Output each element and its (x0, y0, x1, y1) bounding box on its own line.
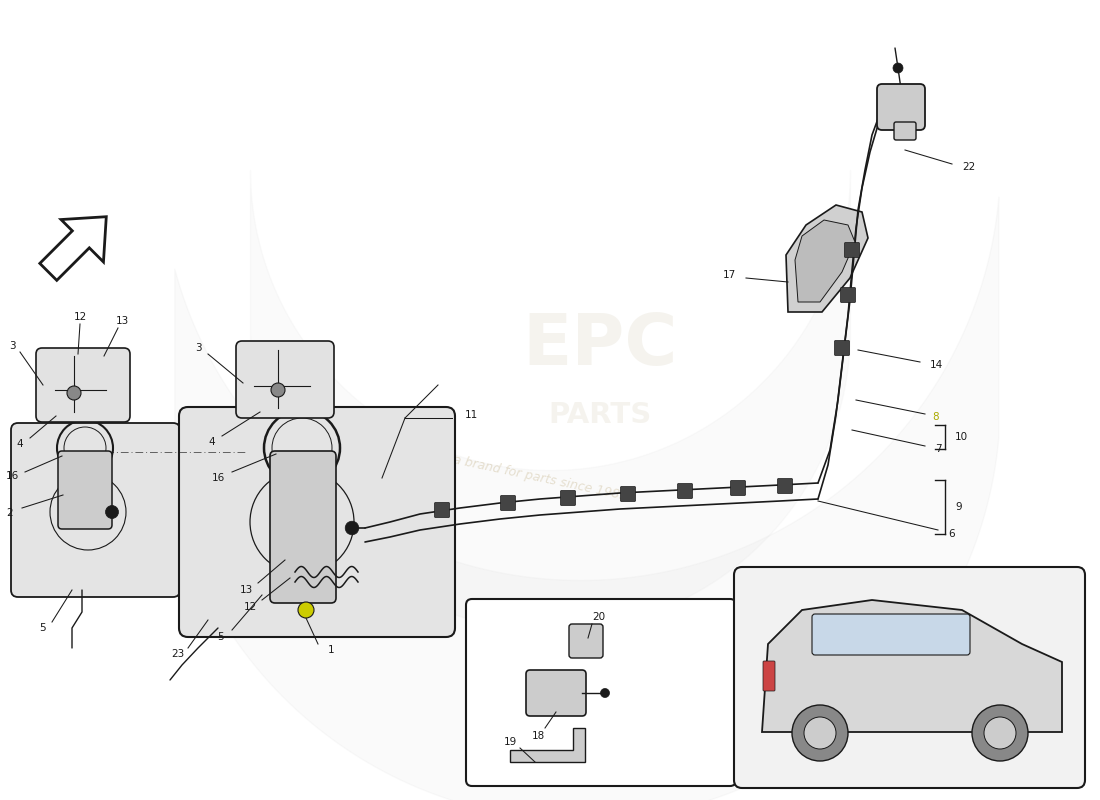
Text: 1: 1 (328, 645, 334, 655)
FancyBboxPatch shape (11, 423, 180, 597)
Text: 16: 16 (211, 473, 224, 483)
FancyBboxPatch shape (58, 451, 112, 529)
Text: 5: 5 (217, 632, 223, 642)
Text: 4: 4 (209, 437, 216, 447)
FancyBboxPatch shape (526, 670, 586, 716)
FancyBboxPatch shape (620, 486, 636, 502)
Circle shape (972, 705, 1028, 761)
FancyBboxPatch shape (778, 478, 792, 494)
Text: 11: 11 (465, 410, 478, 420)
Text: 3: 3 (195, 343, 201, 353)
Polygon shape (795, 220, 855, 302)
Text: 10: 10 (955, 432, 968, 442)
Text: 12: 12 (243, 602, 256, 612)
Text: 22: 22 (962, 162, 976, 172)
Text: a brand for parts since 1985: a brand for parts since 1985 (452, 453, 628, 503)
Text: 16: 16 (6, 471, 19, 481)
FancyBboxPatch shape (36, 348, 130, 422)
Text: PARTS: PARTS (549, 401, 651, 429)
Text: 5: 5 (39, 623, 45, 633)
Text: 14: 14 (930, 360, 944, 370)
Polygon shape (786, 205, 868, 312)
Circle shape (67, 386, 81, 400)
FancyBboxPatch shape (763, 661, 776, 691)
FancyBboxPatch shape (569, 624, 603, 658)
Text: 3: 3 (9, 341, 15, 351)
FancyBboxPatch shape (812, 614, 970, 655)
Text: 8: 8 (932, 412, 938, 422)
FancyBboxPatch shape (835, 341, 849, 355)
Text: 6: 6 (948, 529, 955, 539)
Text: 12: 12 (74, 312, 87, 322)
Polygon shape (40, 217, 107, 280)
Text: 17: 17 (723, 270, 736, 280)
FancyBboxPatch shape (236, 341, 334, 418)
Circle shape (893, 63, 903, 73)
FancyBboxPatch shape (561, 490, 575, 506)
FancyBboxPatch shape (466, 599, 736, 786)
Circle shape (298, 602, 314, 618)
Text: 19: 19 (504, 737, 517, 747)
FancyBboxPatch shape (179, 407, 455, 637)
Text: 13: 13 (116, 316, 129, 326)
FancyBboxPatch shape (434, 502, 450, 518)
Text: 7: 7 (935, 444, 942, 454)
Text: 4: 4 (16, 439, 23, 449)
Text: EPC: EPC (522, 310, 678, 379)
Circle shape (792, 705, 848, 761)
Circle shape (984, 717, 1016, 749)
FancyBboxPatch shape (877, 84, 925, 130)
FancyBboxPatch shape (840, 287, 856, 302)
FancyBboxPatch shape (730, 481, 746, 495)
FancyBboxPatch shape (845, 242, 859, 258)
Circle shape (601, 689, 609, 698)
FancyBboxPatch shape (734, 567, 1085, 788)
Text: 2: 2 (7, 508, 13, 518)
Text: 23: 23 (172, 649, 185, 659)
Text: 18: 18 (531, 731, 544, 741)
Text: 13: 13 (240, 585, 253, 595)
Circle shape (271, 383, 285, 397)
Circle shape (106, 506, 119, 518)
Polygon shape (510, 728, 585, 762)
FancyBboxPatch shape (678, 483, 693, 498)
FancyBboxPatch shape (500, 495, 516, 510)
Circle shape (804, 717, 836, 749)
FancyBboxPatch shape (270, 451, 336, 603)
Text: 20: 20 (592, 612, 605, 622)
FancyBboxPatch shape (894, 122, 916, 140)
Text: 9: 9 (955, 502, 961, 512)
Polygon shape (762, 600, 1062, 732)
Circle shape (345, 522, 359, 534)
